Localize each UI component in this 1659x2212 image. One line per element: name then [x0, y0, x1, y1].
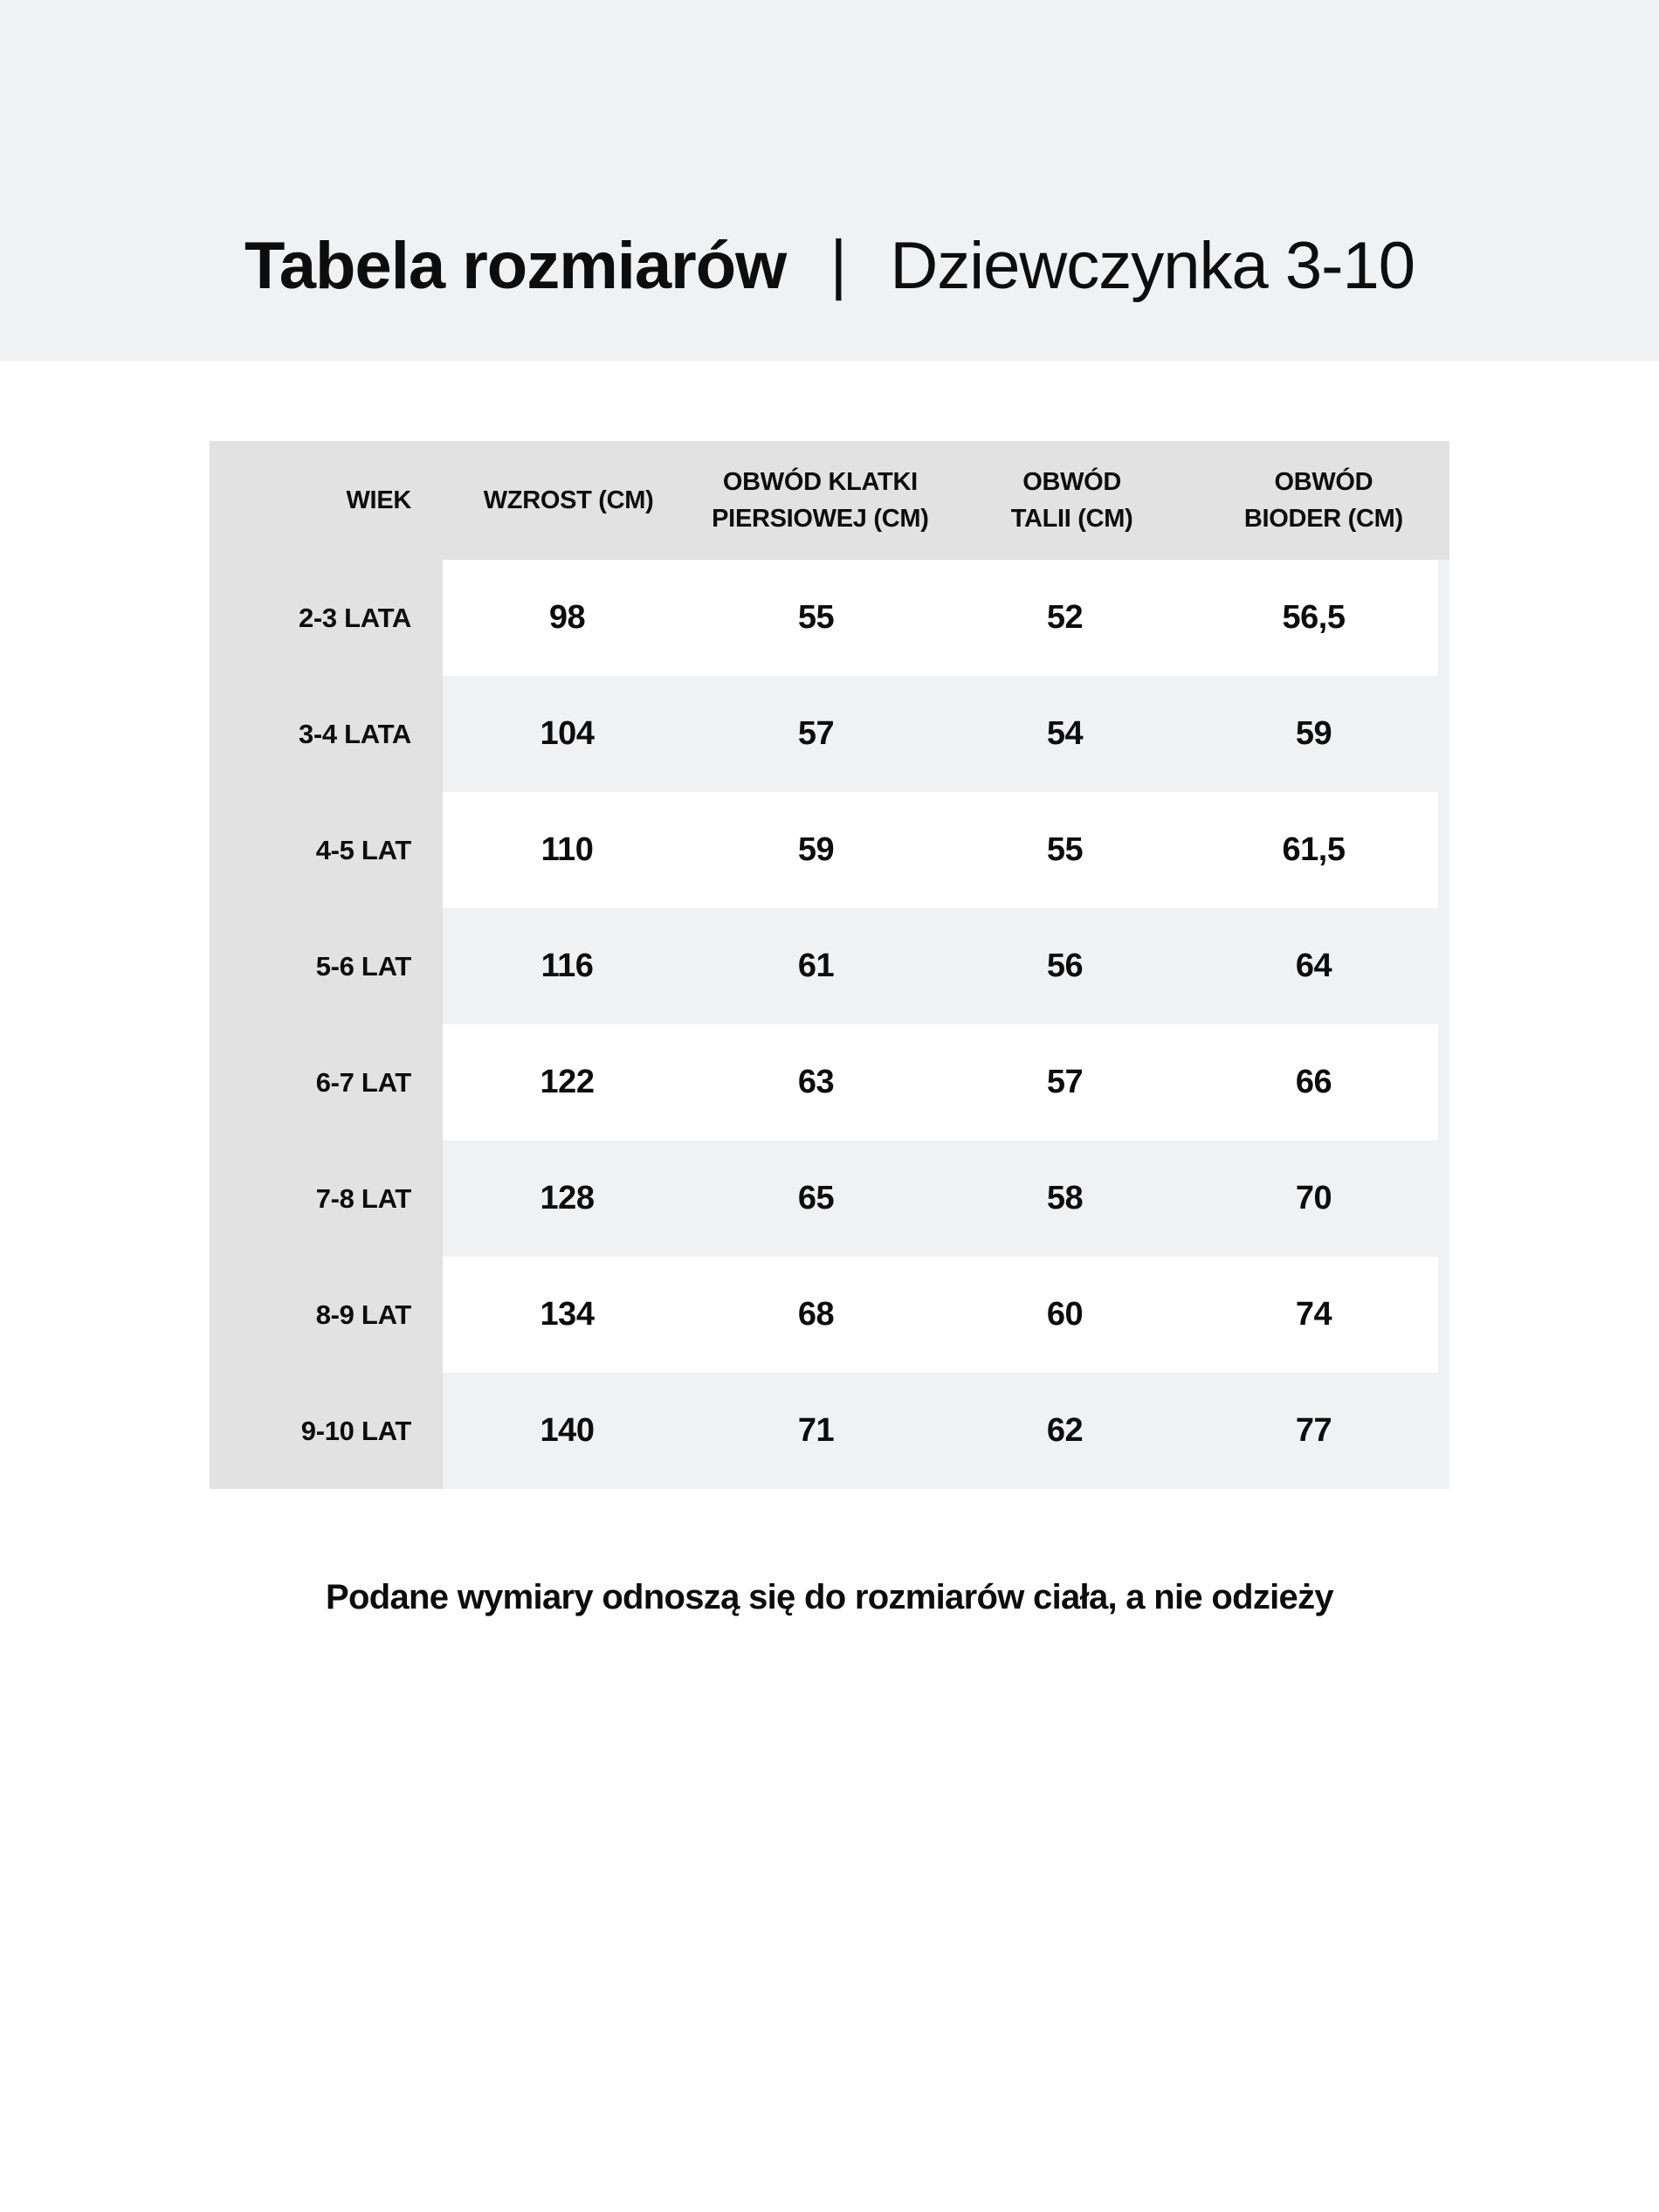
cell-value: 66 [1295, 1064, 1332, 1100]
column-header-wzrost: WZROST (CM) [483, 486, 654, 514]
row-data-area: 134 68 60 74 [443, 1257, 1449, 1373]
row-label: 4-5 LAT [210, 792, 443, 908]
cell-value: 62 [1046, 1412, 1084, 1449]
cell-value: 116 [540, 948, 594, 984]
table-row: 2-3 LATA 98 55 52 56,5 [210, 560, 1449, 676]
column-header-wiek: WIEK [346, 486, 411, 514]
table-row: 4-5 LAT 110 59 55 61,5 [210, 792, 1449, 908]
row-label: 3-4 LATA [210, 676, 443, 792]
cell-value: 57 [797, 715, 835, 752]
cell-value: 70 [1295, 1180, 1332, 1216]
row-label: 9-10 LAT [210, 1373, 443, 1489]
row-data-area: 116 61 56 64 [443, 908, 1449, 1024]
row-label: 5-6 LAT [210, 908, 443, 1024]
cell-value: 60 [1046, 1296, 1084, 1333]
title-separator: | [830, 227, 847, 301]
row-data-area: 140 71 62 77 [443, 1373, 1449, 1489]
cell-value: 77 [1295, 1412, 1332, 1449]
cell-value: 65 [797, 1180, 835, 1216]
cell-value: 54 [1046, 715, 1084, 752]
cell-value: 71 [797, 1412, 835, 1449]
table-row: 7-8 LAT 128 65 58 70 [210, 1140, 1449, 1257]
row-data-area: 98 55 52 56,5 [443, 560, 1449, 676]
cell-value: 52 [1046, 599, 1084, 636]
table-header-row: WIEK WZROST (CM) OBWÓD KLATKI PIERSIOWEJ… [210, 441, 1449, 560]
row-label: 2-3 LATA [210, 560, 443, 676]
cell-value: 56,5 [1282, 599, 1346, 636]
cell-value: 68 [797, 1296, 835, 1333]
footnote: Podane wymiary odnoszą się do rozmiarów … [326, 1578, 1334, 1616]
cell-value: 58 [1046, 1180, 1084, 1216]
row-data-area: 110 59 55 61,5 [443, 792, 1449, 908]
page-title-regular: Dziewczynka 3-10 [890, 229, 1415, 303]
cell-value: 134 [540, 1296, 595, 1333]
header-band: Tabela rozmiarów | Dziewczynka 3-10 [0, 0, 1659, 361]
cell-value: 98 [548, 599, 586, 636]
cell-value: 55 [1046, 831, 1084, 868]
table-body: 2-3 LATA 98 55 52 56,5 3-4 LATA 104 57 54 59 4-5 L… [210, 560, 1449, 1489]
cell-value: 59 [1295, 715, 1332, 752]
cell-value: 63 [797, 1064, 835, 1100]
cell-value: 55 [797, 599, 835, 636]
cell-value: 56 [1046, 948, 1084, 984]
page-title-bold: Tabela rozmiarów [244, 229, 787, 303]
cell-value: 61,5 [1282, 831, 1346, 868]
size-table: WIEK WZROST (CM) OBWÓD KLATKI PIERSIOWEJ… [210, 441, 1449, 1489]
row-label: 6-7 LAT [210, 1024, 443, 1140]
row-label: 7-8 LAT [210, 1140, 443, 1257]
table-row: 3-4 LATA 104 57 54 59 [210, 676, 1449, 792]
cell-value: 122 [540, 1064, 595, 1100]
row-data-area: 128 65 58 70 [443, 1140, 1449, 1257]
column-header-obwod-talii: OBWÓD TALII (CM) [1010, 467, 1133, 533]
cell-value: 61 [797, 948, 835, 984]
cell-value: 128 [540, 1180, 595, 1216]
column-header-obwod-klatki: OBWÓD KLATKI PIERSIOWEJ (CM) [712, 467, 929, 533]
cell-value: 140 [540, 1412, 595, 1449]
table-row: 6-7 LAT 122 63 57 66 [210, 1024, 1449, 1140]
page-title: Tabela rozmiarów | Dziewczynka 3-10 [244, 231, 1415, 300]
table-row: 8-9 LAT 134 68 60 74 [210, 1257, 1449, 1373]
cell-value: 64 [1295, 948, 1332, 984]
cell-value: 104 [540, 715, 595, 752]
cell-value: 57 [1046, 1064, 1084, 1100]
row-label: 8-9 LAT [210, 1257, 443, 1373]
cell-value: 59 [797, 831, 835, 868]
cell-value: 74 [1295, 1296, 1332, 1333]
row-data-area: 122 63 57 66 [443, 1024, 1449, 1140]
row-data-area: 104 57 54 59 [443, 676, 1449, 792]
cell-value: 110 [540, 831, 594, 868]
table-row: 5-6 LAT 116 61 56 64 [210, 908, 1449, 1024]
column-header-obwod-bioder: OBWÓD BIODER (CM) [1243, 467, 1403, 533]
table-row: 9-10 LAT 140 71 62 77 [210, 1373, 1449, 1489]
